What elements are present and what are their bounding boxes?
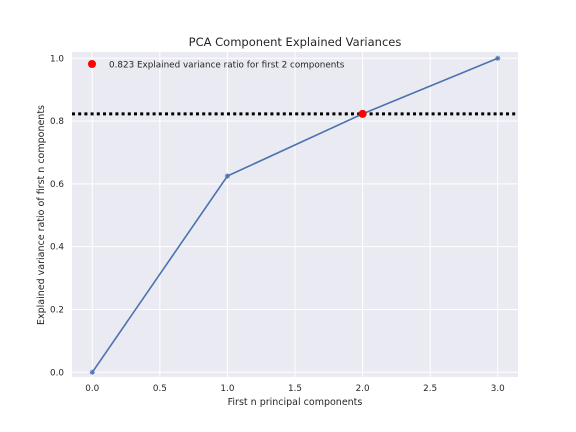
x-tick-label: 2.5: [423, 384, 437, 394]
y-tick-label: 0.6: [50, 180, 64, 190]
chart-title: PCA Component Explained Variances: [189, 35, 402, 49]
legend: 0.823 Explained variance ratio for first…: [88, 60, 345, 71]
x-tick-label: 0.0: [85, 384, 99, 394]
y-tick-label: 0.4: [50, 243, 64, 253]
legend-label: 0.823 Explained variance ratio for first…: [109, 61, 345, 71]
y-tick-label: 1.0: [50, 54, 64, 64]
tick-labels: 0.0 0.5 1.0 1.5 2.0 2.5 3.0 0.0 0.2 0.4 0.6 0.8 1.0: [50, 54, 505, 394]
y-tick-label: 0.0: [50, 368, 64, 378]
series-point: [495, 55, 501, 61]
grid: [72, 52, 518, 377]
series-point: [224, 173, 231, 179]
y-tick-label: 0.8: [50, 117, 64, 127]
y-tick-label: 0.2: [50, 305, 64, 315]
y-axis-label: Explained variance ratio of first n comp…: [36, 105, 47, 325]
highlight-group: [358, 109, 367, 118]
x-tick-label: 3.0: [491, 384, 505, 394]
series-line: [91, 57, 499, 373]
series-point: [89, 369, 95, 375]
x-tick-label: 0.5: [153, 384, 167, 394]
x-tick-label: 1.0: [220, 384, 234, 394]
x-tick-label: 1.5: [288, 384, 302, 394]
legend-marker: [88, 60, 96, 68]
x-tick-label: 2.0: [356, 384, 370, 394]
highlight-point: [358, 109, 367, 118]
x-axis-label: First n principal components: [228, 397, 363, 408]
